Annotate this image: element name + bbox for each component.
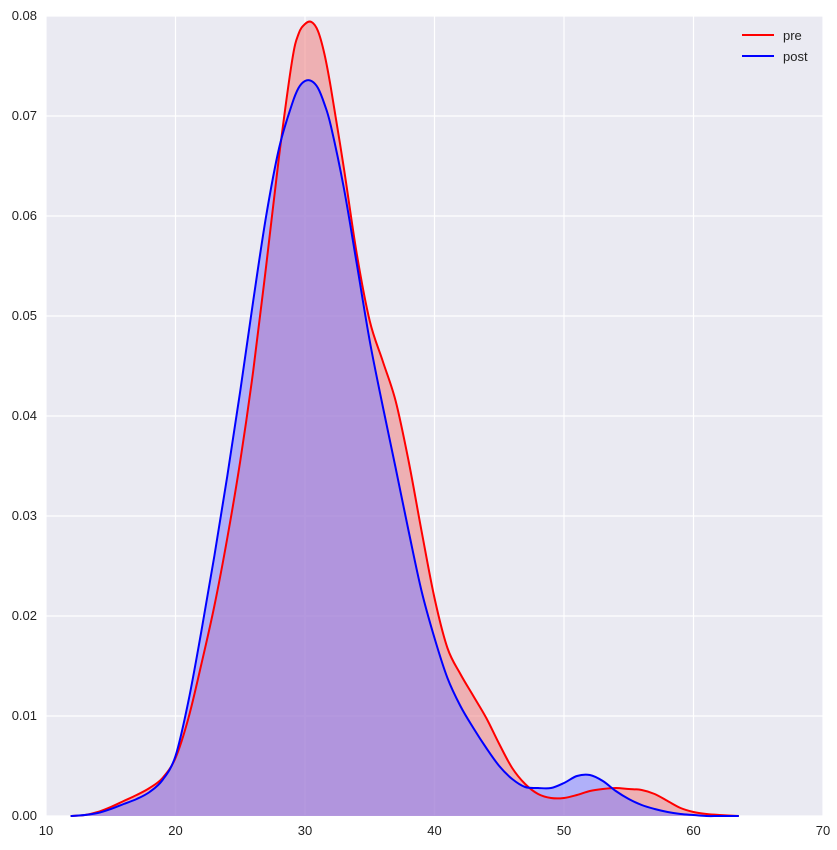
x-tick-label: 50 — [557, 823, 571, 838]
area-post — [70, 80, 739, 817]
y-tick-label: 0.05 — [12, 308, 37, 323]
density-areas — [70, 21, 739, 817]
x-tick-label: 40 — [427, 823, 441, 838]
density-lines — [70, 20, 739, 818]
y-axis-tick-labels: 0.00 0.01 0.02 0.03 0.04 0.05 0.06 0.07 0.08 — [12, 8, 37, 823]
y-tick-label: 0.07 — [12, 108, 37, 123]
line-post — [70, 79, 739, 818]
y-tick-label: 0.01 — [12, 708, 37, 723]
legend: pre post — [742, 28, 808, 64]
x-tick-label: 20 — [168, 823, 182, 838]
legend-label-pre: pre — [783, 28, 802, 43]
y-tick-label: 0.03 — [12, 508, 37, 523]
x-axis-tick-labels: 10 20 30 40 50 60 70 — [39, 823, 830, 838]
x-tick-label: 10 — [39, 823, 53, 838]
legend-label-post: post — [783, 49, 808, 64]
y-tick-label: 0.02 — [12, 608, 37, 623]
x-tick-label: 70 — [816, 823, 830, 838]
y-tick-label: 0.00 — [12, 808, 37, 823]
y-tick-label: 0.04 — [12, 408, 37, 423]
x-tick-label: 60 — [686, 823, 700, 838]
x-tick-label: 30 — [298, 823, 312, 838]
y-tick-label: 0.08 — [12, 8, 37, 23]
y-tick-label: 0.06 — [12, 208, 37, 223]
